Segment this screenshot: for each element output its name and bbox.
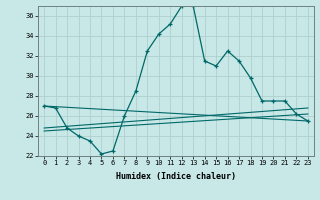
X-axis label: Humidex (Indice chaleur): Humidex (Indice chaleur) — [116, 172, 236, 181]
